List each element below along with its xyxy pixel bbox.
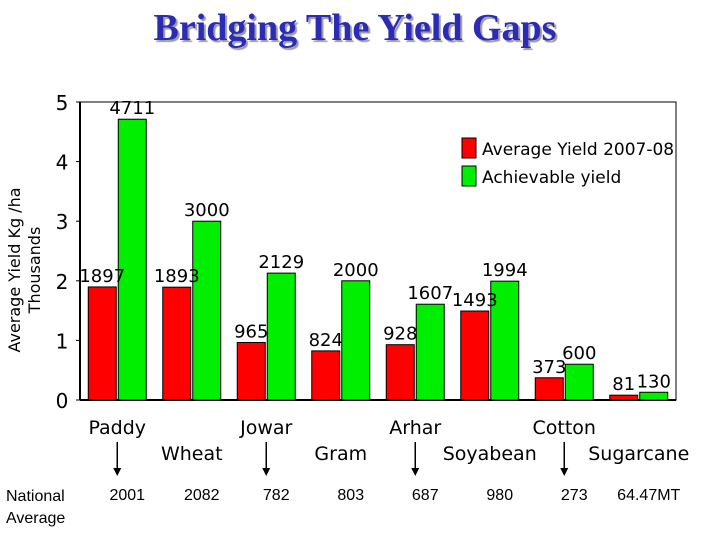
data-label: 2000 — [333, 260, 379, 281]
national-average-value: 2082 — [183, 487, 220, 504]
data-label: 130 — [637, 371, 671, 392]
data-label: 1493 — [452, 290, 498, 311]
data-label: 824 — [309, 330, 343, 351]
arrow-head — [560, 468, 569, 476]
data-label: 1893 — [154, 266, 200, 287]
bar-achievable — [341, 280, 371, 401]
bar-achievable — [117, 118, 147, 401]
bar-average — [87, 286, 117, 401]
category-label: Soyabean — [443, 443, 537, 465]
data-labels: 1897 4711 1893 3000 965 2129 824 2000 928 1607149… — [79, 98, 671, 395]
bar-achievable — [564, 363, 594, 401]
y-tick-label: 0 — [56, 389, 69, 413]
data-label: 373 — [532, 357, 566, 378]
y-tick-label: 2 — [56, 270, 69, 294]
y-tick-label: 1 — [56, 329, 69, 353]
y-axis-unit-label: Thousands — [25, 227, 44, 315]
national-average-label-line2: Average — [6, 510, 66, 527]
bar-average — [609, 394, 639, 401]
bar-achievable — [490, 280, 520, 401]
arrow-head — [411, 468, 420, 476]
legend: Average Yield 2007-08 Achievable yield — [452, 132, 674, 190]
national-average-value: 803 — [337, 487, 365, 504]
bars — [87, 118, 669, 401]
data-label: 1994 — [482, 260, 528, 281]
arrows — [113, 442, 569, 476]
bar-achievable — [415, 303, 445, 401]
legend-swatch — [461, 137, 477, 159]
data-label: 3000 — [184, 200, 230, 221]
y-tick-label: 5 — [56, 91, 69, 115]
category-label: Paddy — [88, 417, 146, 439]
national-average-value: 64.47MT — [617, 487, 681, 504]
legend-swatch — [461, 165, 477, 187]
data-label: 81 — [612, 374, 635, 395]
national-average-label: National Average — [6, 486, 65, 530]
category-label: Cotton — [533, 417, 596, 439]
national-average-value: 687 — [411, 487, 439, 504]
category-label: Jowar — [239, 417, 292, 439]
bar-achievable — [266, 272, 296, 401]
y-axis-label: Average Yield Kg /ha — [5, 187, 24, 352]
bar-average — [534, 377, 564, 401]
national-average-value: 273 — [560, 487, 588, 504]
bar-average — [385, 344, 415, 401]
arrow-head — [113, 468, 122, 476]
national-average-label-line1: National — [6, 488, 65, 505]
category-label: Gram — [314, 443, 367, 465]
category-label: Arhar — [389, 417, 441, 439]
data-label: 600 — [562, 343, 596, 364]
yield-bar-chart: 0 1 2 3 4 5 1897 4711 1893 3000 965 2129 824 2000 928… — [5, 91, 689, 476]
bar-average — [162, 286, 192, 401]
data-label: 4711 — [109, 98, 155, 119]
category-label: Sugarcane — [588, 443, 689, 465]
bar-average — [236, 341, 266, 401]
data-label: 1897 — [79, 266, 125, 287]
data-label: 2129 — [258, 252, 304, 273]
national-average-value: 980 — [486, 487, 514, 504]
legend-entry: Average Yield 2007-08 — [482, 140, 674, 160]
bar-achievable — [192, 220, 222, 401]
data-label: 1607 — [407, 283, 453, 304]
national-average-value: 782 — [262, 487, 290, 504]
y-tick-label: 4 — [56, 151, 69, 175]
category-label: Wheat — [161, 443, 223, 465]
national-average-value: 2001 — [109, 487, 146, 504]
bar-achievable — [639, 391, 669, 401]
y-tick-label: 3 — [56, 210, 69, 234]
legend-entry: Achievable yield — [482, 168, 621, 188]
legend-box — [452, 132, 674, 190]
bar-average — [311, 350, 341, 401]
chart-title: Bridging The Yield Gaps — [153, 7, 557, 49]
data-label: 928 — [383, 324, 417, 345]
bar-average — [460, 310, 490, 401]
arrow-head — [262, 468, 271, 476]
data-label: 965 — [234, 321, 268, 342]
